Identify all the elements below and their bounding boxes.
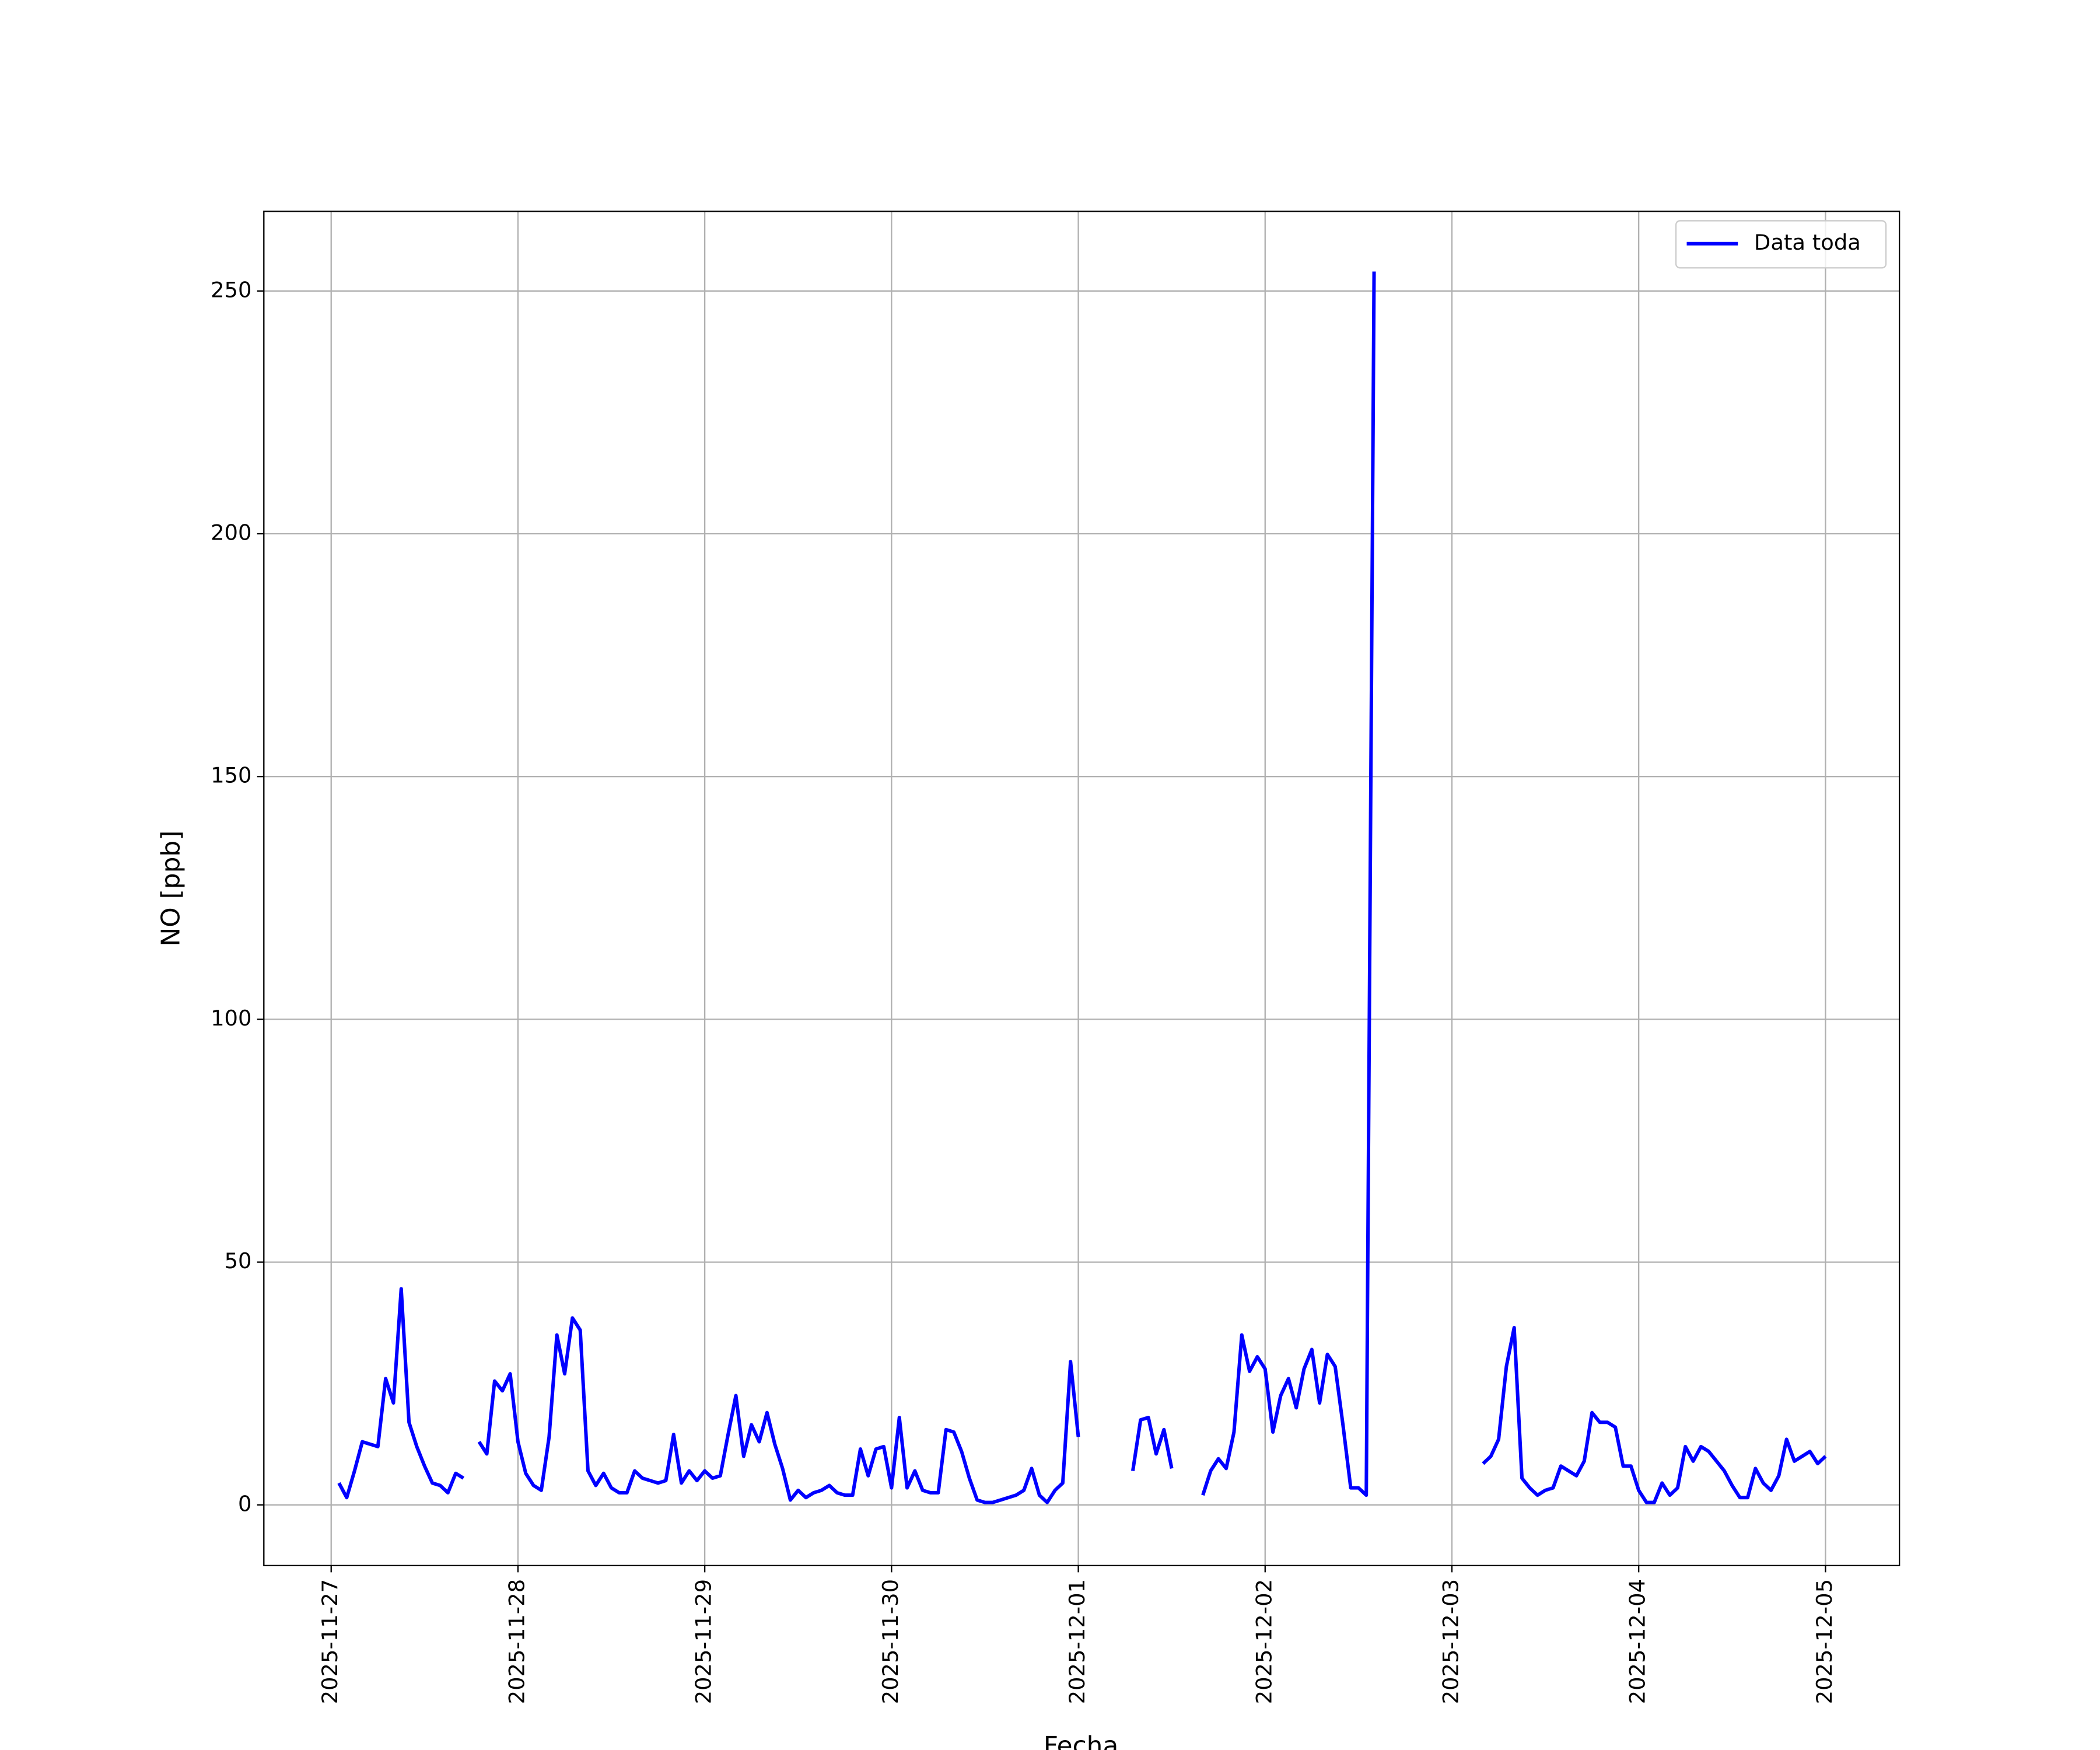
y-tick-label: 250	[211, 277, 251, 302]
y-tick-label: 200	[211, 520, 251, 545]
legend: Data toda	[1675, 220, 1887, 269]
y-tick-label: 50	[225, 1248, 252, 1273]
legend-box	[1675, 220, 1887, 269]
y-axis-label: NO [ppb]	[156, 831, 186, 947]
x-tick-label: 2025-12-03	[1438, 1579, 1463, 1704]
legend-label: Data toda	[1754, 230, 1861, 255]
x-tick-label: 2025-11-30	[878, 1579, 903, 1704]
x-tick-label: 2025-11-28	[504, 1579, 529, 1704]
x-tick-label: 2025-12-05	[1812, 1579, 1837, 1704]
x-tick-label: 2025-12-04	[1625, 1579, 1650, 1704]
x-tick-label: 2025-12-02	[1251, 1579, 1276, 1704]
data-line	[337, 271, 1827, 1504]
x-tick-label: 2025-11-27	[317, 1579, 342, 1704]
plot-frame	[263, 211, 1901, 1566]
x-tick-label: 2025-11-29	[691, 1579, 716, 1704]
x-tick-label: 2025-12-01	[1065, 1579, 1090, 1704]
plot-data	[337, 271, 1827, 1504]
y-tick-label: 100	[211, 1006, 251, 1031]
grid	[264, 211, 1900, 1566]
x-axis-label: Fecha	[1044, 1731, 1119, 1750]
y-tick-label: 0	[238, 1491, 251, 1516]
y-tick-label: 150	[211, 763, 251, 788]
